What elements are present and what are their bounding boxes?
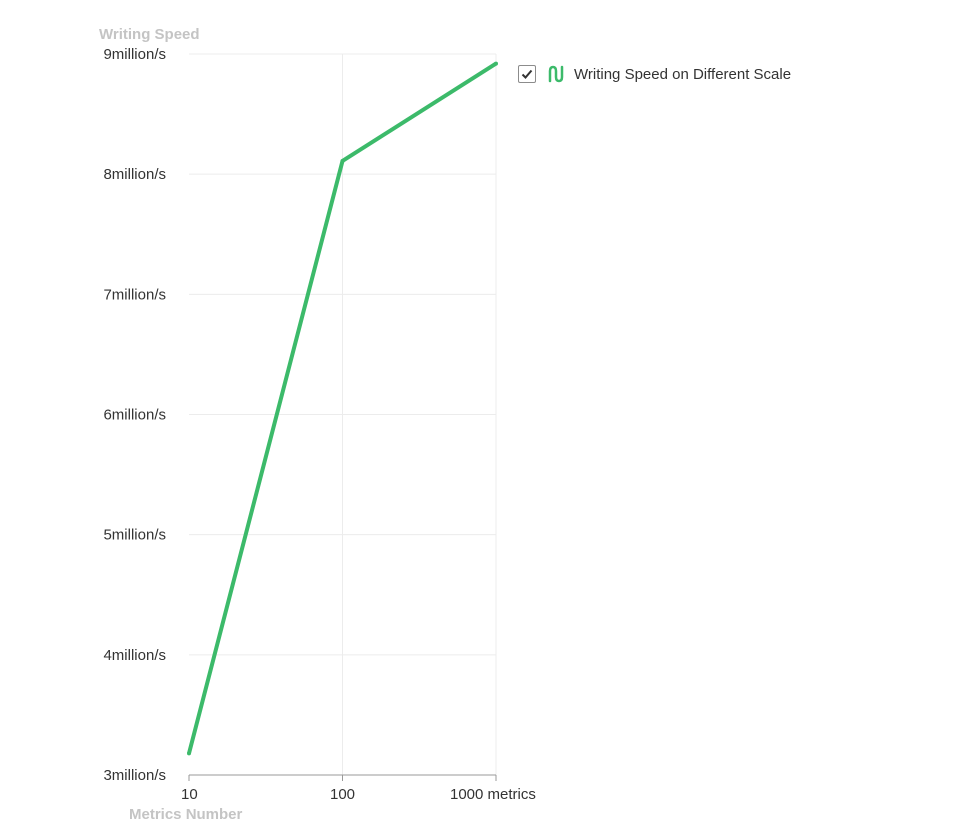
line-series-icon	[548, 65, 564, 83]
x-tick-label: 1000 metrics	[450, 786, 536, 803]
y-tick-label: 9million/s	[103, 46, 166, 63]
y-tick-label: 3million/s	[103, 767, 166, 784]
legend-label: Writing Speed on Different Scale	[574, 65, 792, 83]
x-tick-label: 100	[330, 786, 355, 803]
y-tick-label: 7million/s	[103, 286, 166, 303]
y-tick-label: 6million/s	[103, 407, 166, 424]
checkmark-icon	[521, 69, 533, 79]
data-point[interactable]	[187, 751, 191, 756]
y-tick-label: 4million/s	[103, 647, 166, 664]
y-tick-label: 8million/s	[103, 166, 166, 183]
x-tick-label: 10	[181, 786, 198, 803]
x-axis-title: Metrics Number	[129, 806, 243, 823]
y-tick-labels: 3million/s 4million/s 5million/s 6million/s…	[103, 46, 166, 784]
data-point[interactable]	[340, 158, 345, 163]
x-tick-labels: 10 100 1000 metrics	[181, 775, 536, 803]
grid	[189, 53, 497, 775]
y-axis-title: Writing Speed	[99, 26, 200, 43]
legend-checkbox[interactable]	[518, 65, 536, 83]
data-point[interactable]	[494, 61, 498, 66]
legend: Writing Speed on Different Scale	[518, 65, 791, 83]
series-layer	[187, 61, 498, 756]
y-tick-label: 5million/s	[103, 527, 166, 544]
